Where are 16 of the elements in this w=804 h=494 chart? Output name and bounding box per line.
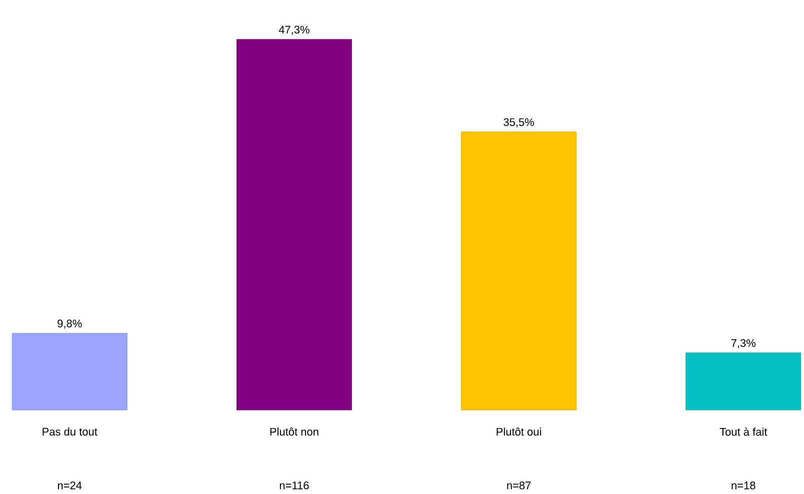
data-label: 47,3% <box>278 26 310 35</box>
text: n=24 <box>58 482 82 490</box>
data-label: 35,5% <box>504 118 534 128</box>
x-tick-label: Plutôt non <box>270 428 318 436</box>
data-label: 7,3% <box>731 339 756 348</box>
data-label: 9,8% <box>58 320 82 329</box>
text: n=18 <box>732 482 756 490</box>
x-tick-label: Plutôt oui <box>496 428 541 436</box>
x-tick-label: Tout à fait <box>720 428 768 436</box>
bar <box>236 39 352 410</box>
bar <box>686 352 802 410</box>
text: n=87 <box>507 482 531 490</box>
bar <box>461 132 576 410</box>
x-tick-label: Pas du tout <box>42 428 98 436</box>
bar <box>12 333 128 410</box>
text: n=116 <box>280 482 309 490</box>
